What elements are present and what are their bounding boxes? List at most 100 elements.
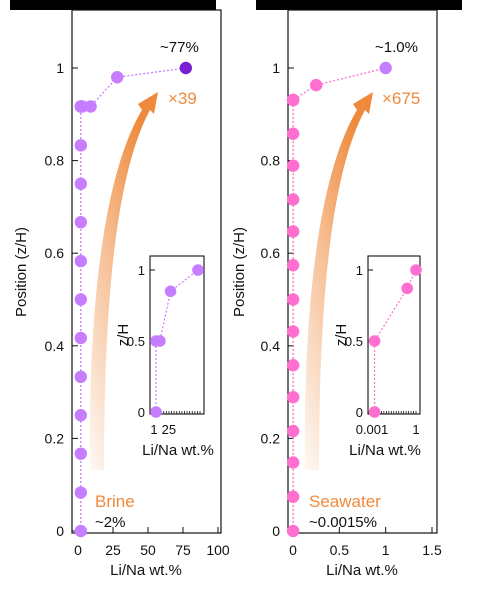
seawater-xtick-label: 1.5 bbox=[422, 542, 442, 558]
brine-xtick-label: 75 bbox=[175, 542, 191, 558]
brine-data-point bbox=[74, 177, 88, 190]
brine-ytick-label: 0.8 bbox=[45, 153, 65, 169]
brine-ytick-label: 0.6 bbox=[45, 245, 65, 261]
brine-inset-xlabel: Li/Na wt.% bbox=[142, 442, 214, 459]
brine-arrow bbox=[89, 92, 158, 470]
brine-inset-data-point bbox=[192, 264, 204, 276]
brine-inset-data-point bbox=[154, 335, 166, 347]
brine-data-point bbox=[74, 331, 88, 345]
seawater-series-line bbox=[292, 67, 386, 531]
seawater-ytick-label: 1 bbox=[272, 60, 280, 76]
seawater-data-point bbox=[286, 159, 300, 172]
seawater-inset-data-point bbox=[368, 406, 381, 418]
seawater-arrow bbox=[304, 92, 373, 470]
brine-inset-data-point bbox=[164, 285, 177, 298]
brine-inset-ylabel: z/H bbox=[115, 324, 132, 347]
seawater-data-point bbox=[286, 93, 300, 107]
seawater-data-point bbox=[286, 390, 300, 404]
brine-inset-xtick-label: 25 bbox=[162, 422, 176, 437]
seawater-inset-ytick-label: 0 bbox=[356, 405, 363, 420]
brine-label: Brine bbox=[95, 492, 135, 511]
seawater-bottom-value: ~0.0015% bbox=[309, 514, 377, 531]
brine-ytick-label: 1 bbox=[56, 60, 64, 76]
seawater-data-point bbox=[286, 193, 300, 206]
brine-data-point bbox=[179, 61, 192, 75]
brine-bottom-value: ~2% bbox=[95, 514, 125, 531]
brine-data-point bbox=[74, 215, 88, 229]
seawater-factor: ×675 bbox=[382, 89, 420, 108]
brine-data-point bbox=[74, 139, 88, 152]
seawater-xtick-label: 0.5 bbox=[330, 542, 350, 558]
brine-data-point bbox=[74, 370, 88, 384]
seawater-data-point bbox=[286, 524, 300, 538]
brine-inset-ytick-label: 0.5 bbox=[127, 334, 145, 349]
brine-data-point bbox=[74, 524, 88, 538]
brine-inset-frame bbox=[149, 255, 205, 415]
brine-data-point bbox=[111, 71, 124, 84]
seawater-data-point bbox=[309, 78, 323, 92]
seawater-inset-xlabel: Li/Na wt.% bbox=[349, 442, 421, 459]
seawater-xtick-label: 1 bbox=[382, 542, 390, 558]
seawater-top-value: ~1.0% bbox=[375, 39, 418, 56]
brine-inset-series-line bbox=[155, 269, 199, 412]
seawater-data-point bbox=[379, 61, 392, 75]
seawater-inset-ytick-label: 1 bbox=[356, 263, 363, 278]
seawater-plot-frame bbox=[287, 9, 438, 534]
brine-ytick-label: 0.2 bbox=[45, 430, 65, 446]
brine-inset-xtick-label: 1 bbox=[150, 422, 157, 437]
seawater-inset: 0 0.5 1 0.001 1 z/H Li/Na wt.% bbox=[333, 255, 422, 459]
seawater-data-point bbox=[286, 225, 300, 238]
brine-data-point bbox=[74, 293, 88, 306]
top-bar-left bbox=[10, 0, 216, 10]
brine-data-point bbox=[74, 447, 88, 460]
seawater-inset-ytick-label: 0.5 bbox=[345, 334, 363, 349]
seawater-inset-frame bbox=[367, 255, 421, 415]
brine-ytick-label: 0 bbox=[56, 523, 64, 539]
brine-inset-ytick-label: 1 bbox=[138, 263, 145, 278]
brine-series-line bbox=[80, 67, 186, 531]
seawater-inset-data-point bbox=[401, 282, 413, 295]
brine-data-point bbox=[84, 100, 97, 113]
brine-ylabel: Position (z/H) bbox=[13, 227, 30, 317]
brine-plot-frame bbox=[71, 9, 222, 534]
seawater-data-point bbox=[286, 456, 300, 469]
seawater-label: Seawater bbox=[309, 492, 381, 511]
seawater-inset-series-line bbox=[373, 269, 417, 412]
seawater-ytick-label: 0 bbox=[272, 523, 280, 539]
seawater-ytick-label: 0.2 bbox=[261, 430, 281, 446]
seawater-inset-data-point bbox=[410, 264, 422, 276]
brine-xtick-label: 50 bbox=[140, 542, 156, 558]
seawater-data-point bbox=[286, 424, 300, 438]
brine-xtick-label: 100 bbox=[206, 542, 230, 558]
brine-ytick-label: 0.4 bbox=[45, 338, 65, 354]
seawater-inset-ylabel: z/H bbox=[333, 324, 350, 347]
panel-seawater: 0 0.2 0.4 0.6 0.8 1 0 0.5 1 1.5 ~1.0% ×675 Seawa… bbox=[231, 9, 442, 579]
seawater-data-point bbox=[286, 293, 300, 306]
brine-xlabel: Li/Na wt.% bbox=[110, 562, 182, 579]
seawater-ytick-label: 0.4 bbox=[261, 338, 281, 354]
seawater-xtick-label: 0 bbox=[289, 542, 297, 558]
seawater-inset-data-point bbox=[368, 335, 381, 347]
seawater-ytick-label: 0.8 bbox=[261, 153, 281, 169]
seawater-data-point bbox=[286, 259, 300, 272]
brine-factor: ×39 bbox=[168, 89, 197, 108]
seawater-data-point bbox=[286, 359, 300, 372]
brine-xtick-label: 0 bbox=[74, 542, 82, 558]
brine-data-point bbox=[74, 254, 88, 268]
seawater-ytick-label: 0.6 bbox=[261, 245, 281, 261]
seawater-data-point bbox=[286, 490, 300, 503]
seawater-data-point bbox=[286, 127, 300, 140]
brine-data-point bbox=[74, 409, 88, 422]
seawater-inset-xtick-label: 1 bbox=[412, 422, 419, 437]
seawater-inset-xtick-label: 0.001 bbox=[356, 422, 389, 437]
brine-inset-ytick-label: 0 bbox=[138, 405, 145, 420]
panel-brine: 0 0.2 0.4 0.6 0.8 1 0 25 50 75 100 ~77% ×39 Brine… bbox=[13, 9, 230, 579]
brine-data-point bbox=[74, 486, 88, 499]
brine-inset-data-point bbox=[150, 406, 162, 418]
seawater-xlabel: Li/Na wt.% bbox=[326, 562, 398, 579]
brine-inset: 0 0.5 1 1 25 z/H Li/Na wt.% bbox=[115, 255, 214, 459]
top-bar-right bbox=[256, 0, 462, 10]
brine-top-value: ~77% bbox=[160, 39, 199, 56]
brine-xtick-label: 25 bbox=[105, 542, 121, 558]
